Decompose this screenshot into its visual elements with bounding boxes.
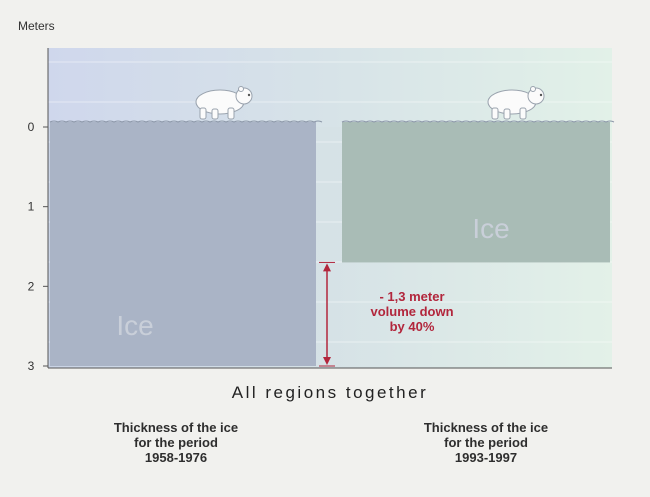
- ice-bar: [342, 122, 610, 263]
- polar-bear-icon: [487, 86, 545, 120]
- ice-surface: [341, 120, 615, 123]
- caption-line: Thickness of the ice: [423, 420, 549, 435]
- caption-line: Thickness of the ice: [113, 420, 239, 435]
- annotation-text: volume down: [370, 304, 453, 319]
- caption-period-1: Thickness of the ice for the period 1958…: [76, 420, 276, 465]
- ice-surface: [49, 120, 323, 123]
- annotation-arrowhead-down: [323, 357, 331, 365]
- caption-line: 1993-1997: [454, 450, 518, 465]
- annotation-text: - 1,3 meter: [379, 289, 444, 304]
- y-tick-label: 2: [28, 279, 35, 293]
- caption-line: for the period: [444, 435, 528, 450]
- ice-label: Ice: [116, 310, 153, 341]
- y-tick-label: 3: [28, 359, 35, 373]
- caption-line: 1958-1976: [144, 450, 208, 465]
- y-axis-label: Meters: [18, 19, 55, 33]
- polar-bear-icon: [195, 86, 253, 120]
- caption-period-2: Thickness of the ice for the period 1993…: [386, 420, 586, 465]
- caption-line: for the period: [134, 435, 218, 450]
- annotation-arrowhead-up: [323, 263, 331, 272]
- ice-label: Ice: [472, 213, 509, 244]
- annotation-text: by 40%: [390, 319, 435, 334]
- y-tick-label: 0: [28, 120, 35, 134]
- sky-area: [48, 48, 612, 127]
- ice-bar: [50, 122, 316, 366]
- x-axis-label: All regions together: [232, 383, 428, 402]
- y-tick-label: 1: [28, 200, 35, 214]
